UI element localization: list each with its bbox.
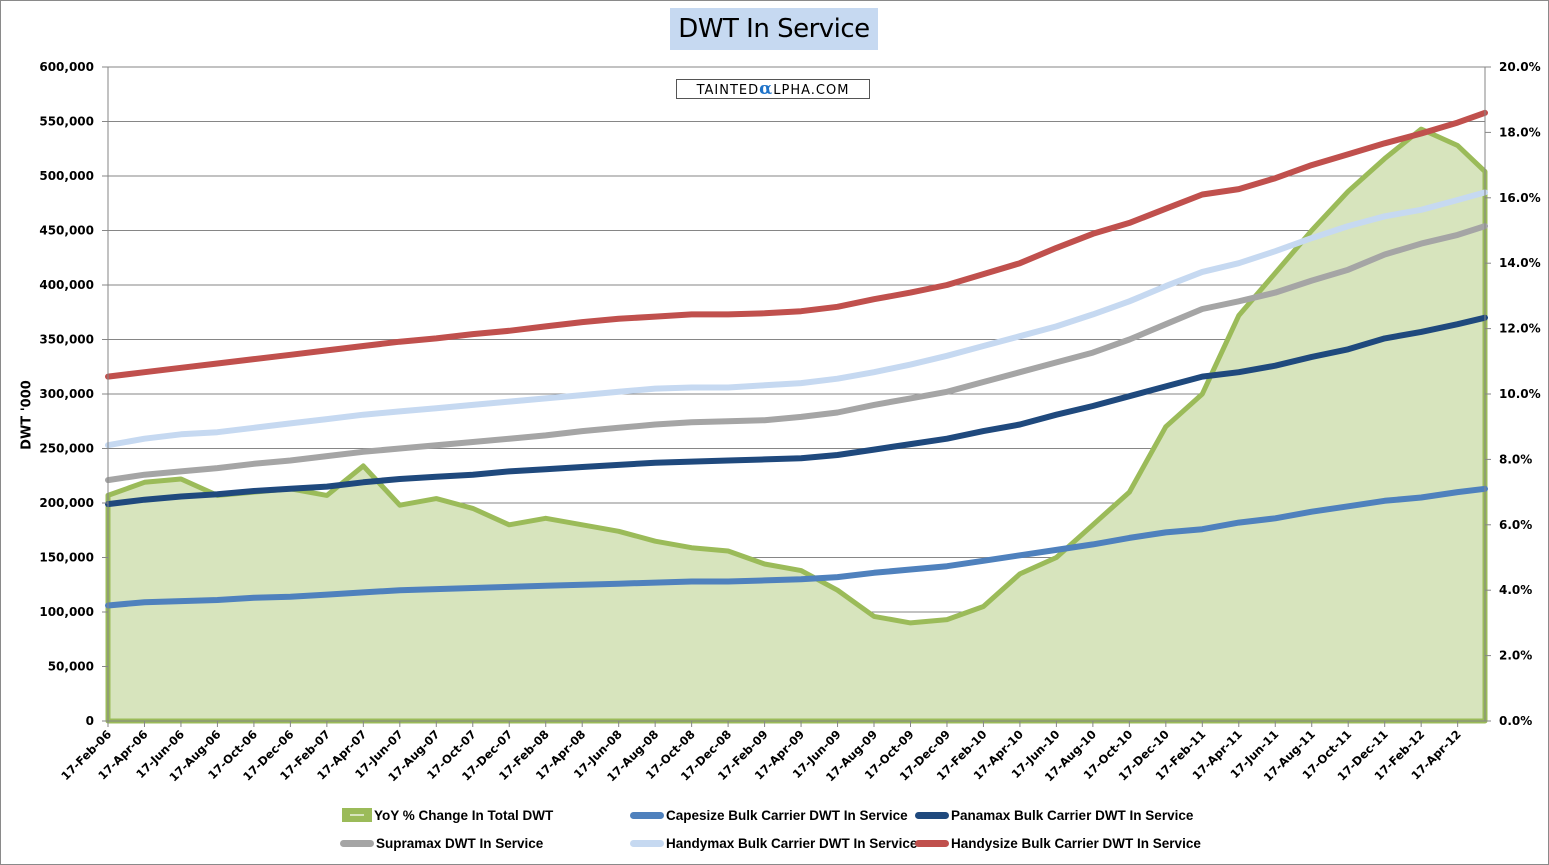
- legend-swatch-handymax: [630, 839, 664, 847]
- y-tick-label: 350,000: [39, 333, 94, 347]
- y-tick-label: 400,000: [39, 278, 94, 292]
- y-tick-label: 100,000: [39, 605, 94, 619]
- y2-tick-label: 0.0%: [1499, 714, 1532, 728]
- y-tick-label: 300,000: [39, 387, 94, 401]
- series-area-yoy: [105, 126, 1488, 724]
- series-line-handysize: [105, 109, 1488, 380]
- legend-item-yoy: YoY % Change In Total DWT: [342, 806, 553, 824]
- legend-item-supramax: Supramax DWT In Service: [340, 834, 543, 852]
- y-tick-label: 550,000: [39, 115, 94, 129]
- legend-swatch-capesize: [630, 811, 664, 819]
- x-axis-ticks: 17-Feb-0617-Apr-0617-Jun-0617-Aug-0617-O…: [58, 727, 1463, 784]
- legend-label-yoy: YoY % Change In Total DWT: [374, 807, 554, 823]
- yoy-area-layer: [105, 126, 1488, 724]
- y2-tick-label: 2.0%: [1499, 649, 1532, 663]
- legend-swatch-supramax: [340, 839, 374, 847]
- watermark-prefix: TAINTED: [696, 83, 760, 98]
- legend: YoY % Change In Total DWT Capesize Bulk …: [340, 806, 1240, 858]
- chart-title: DWT In Service: [678, 14, 870, 44]
- legend-label-capesize: Capesize Bulk Carrier DWT In Service: [666, 807, 908, 823]
- y-tick-label: 500,000: [39, 169, 94, 183]
- y2-tick-label: 14.0%: [1499, 256, 1541, 270]
- watermark-suffix: LPHA.COM: [773, 83, 850, 98]
- series-lines-layer: [105, 109, 1488, 609]
- y2-tick-label: 20.0%: [1499, 60, 1541, 74]
- y-tick-label: 250,000: [39, 442, 94, 456]
- y-axis-ticks: 0 50,000 100,000 150,000 200,000 250,000 300,0…: [39, 60, 94, 728]
- series-line-handymax: [105, 189, 1488, 449]
- y-tick-label: 450,000: [39, 224, 94, 238]
- legend-swatch-panamax: [915, 811, 949, 819]
- legend-label-handysize: Handysize Bulk Carrier DWT In Service: [951, 835, 1201, 851]
- y-tick-label: 0: [86, 714, 94, 728]
- legend-item-handymax: Handymax Bulk Carrier DWT In Service: [630, 834, 917, 852]
- y2-tick-label: 12.0%: [1499, 322, 1541, 336]
- y2-tick-label: 10.0%: [1499, 387, 1541, 401]
- legend-item-handysize: Handysize Bulk Carrier DWT In Service: [915, 834, 1201, 852]
- watermark-logo: TAINTEDαLPHA.COM: [676, 79, 870, 99]
- legend-swatch-yoy: [342, 808, 372, 822]
- watermark-alpha: α: [759, 79, 774, 99]
- y2-axis-ticks: 0.0% 2.0% 4.0% 6.0% 8.0% 10.0% 12.0% 14.0% 16.0%…: [1499, 60, 1541, 728]
- y2-tick-label: 6.0%: [1499, 518, 1532, 532]
- y-tick-label: 600,000: [39, 60, 94, 74]
- series-line-panamax: [105, 314, 1488, 508]
- y-tick-label: 50,000: [48, 660, 94, 674]
- y2-tick-label: 18.0%: [1499, 125, 1541, 139]
- series-line-supramax: [105, 223, 1488, 484]
- y-tick-label: 200,000: [39, 496, 94, 510]
- legend-label-supramax: Supramax DWT In Service: [376, 835, 544, 851]
- axes: [102, 66, 1491, 727]
- y2-tick-label: 4.0%: [1499, 583, 1532, 597]
- y2-tick-label: 8.0%: [1499, 452, 1532, 466]
- legend-label-handymax: Handymax Bulk Carrier DWT In Service: [666, 835, 918, 851]
- y-tick-label: 150,000: [39, 551, 94, 565]
- legend-swatch-handysize: [915, 839, 949, 847]
- legend-item-panamax: Panamax Bulk Carrier DWT In Service: [915, 806, 1193, 824]
- title-background: [670, 8, 878, 50]
- legend-label-panamax: Panamax Bulk Carrier DWT In Service: [951, 807, 1194, 823]
- legend-item-capesize: Capesize Bulk Carrier DWT In Service: [630, 806, 908, 824]
- y2-tick-label: 16.0%: [1499, 191, 1541, 205]
- series-line-capesize: [105, 485, 1488, 609]
